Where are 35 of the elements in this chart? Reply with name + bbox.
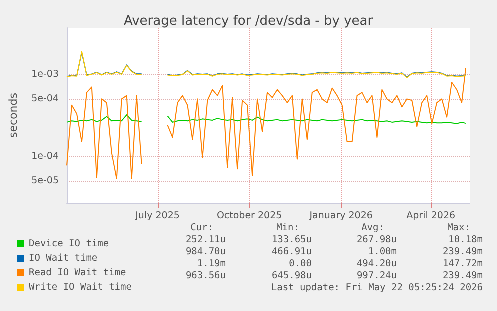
y-tick-label: 5e-04 [32,94,59,105]
text: 984.70u [186,246,226,258]
y-tick-label: 1e-03 [32,69,59,80]
text: Max: [448,222,470,234]
text: 239.49m [442,270,484,282]
legend-label: Read IO Wait time [29,268,127,278]
y-tick-label: 1e-04 [32,150,59,162]
text: 252.11u [186,234,226,246]
x-tick-label: April 2026 [406,210,456,222]
chart-title: Average latency for /dev/sda - by year [124,14,374,29]
x-tick-label: January 2026 [308,210,373,222]
text: Cur: [190,222,214,234]
text: 963.56u [186,270,226,282]
text: 0.00 [289,258,312,270]
legend-label: Device IO time [29,238,110,250]
text: 1.00m [368,246,398,258]
text: 645.98u [272,270,312,282]
text: 1.19m [197,258,226,270]
x-tick-label: July 2025 [134,210,180,222]
y-axis-title: seconds [7,92,20,138]
text: Min: [276,222,300,234]
text: 494.20u [356,258,397,270]
text: 147.72m [442,258,484,270]
text: 133.65u [272,234,312,246]
legend-label: IO Wait time [29,253,98,264]
text: 267.98u [356,234,397,246]
text: 10.18m [448,234,484,246]
text: 239.49m [442,246,484,258]
text: 997.24u [356,270,397,282]
text: 466.91u [272,246,312,258]
text: Avg: [362,222,384,234]
y-tick-label: 5e-05 [32,176,59,187]
text: Last update: Fri May 22 05:25:24 2026 [271,282,484,294]
legend-label: Write IO Wait time [29,282,132,293]
x-tick-label: October 2025 [216,210,282,222]
